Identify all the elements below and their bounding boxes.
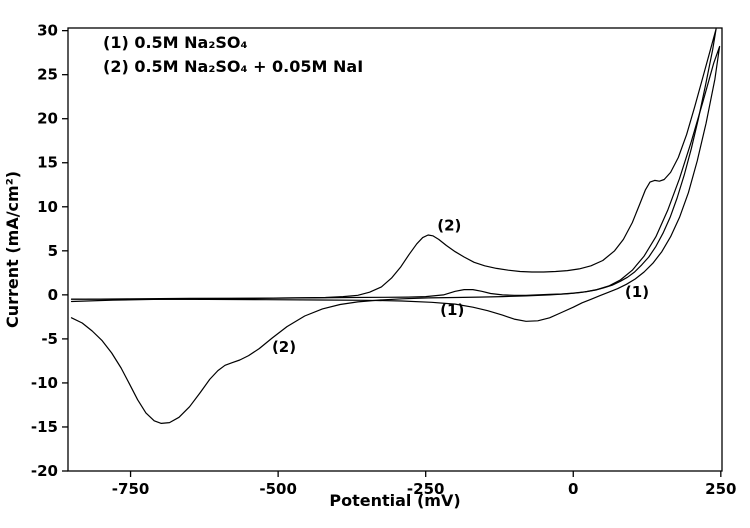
- y-tick-label: -10: [31, 374, 58, 392]
- series-curve: [70, 45, 721, 322]
- curve-annotation: (2): [437, 216, 461, 234]
- plot-frame: [67, 27, 723, 472]
- x-axis-title: Potential (mV): [329, 491, 460, 510]
- x-tick-label: -250: [407, 480, 445, 498]
- y-tick-label: 5: [48, 242, 58, 260]
- curve-annotation: (1): [440, 301, 464, 319]
- x-tick-label: -500: [259, 480, 297, 498]
- y-tick-label: 30: [37, 22, 58, 40]
- series-curve: [70, 28, 717, 424]
- y-tick-label: 20: [37, 110, 58, 128]
- legend-entry: (2) 0.5M Na₂SO₄ + 0.05M NaI: [103, 57, 363, 76]
- y-axis-title: Current (mA/cm²): [3, 171, 22, 328]
- x-tick-label: 0: [568, 480, 578, 498]
- y-tick-label: -20: [31, 462, 58, 480]
- legend-entry: (1) 0.5M Na₂SO₄: [103, 33, 248, 52]
- curve-annotation: (1): [625, 283, 649, 301]
- y-tick-label: 15: [37, 154, 58, 172]
- curve-annotation: (2): [272, 338, 296, 356]
- y-tick-label: 10: [37, 198, 58, 216]
- y-tick-label: 25: [37, 66, 58, 84]
- y-tick-label: -5: [41, 330, 58, 348]
- y-tick-label: 0: [48, 286, 58, 304]
- y-tick-label: -15: [31, 418, 58, 436]
- x-tick-label: 250: [705, 480, 736, 498]
- x-tick-label: -750: [112, 480, 150, 498]
